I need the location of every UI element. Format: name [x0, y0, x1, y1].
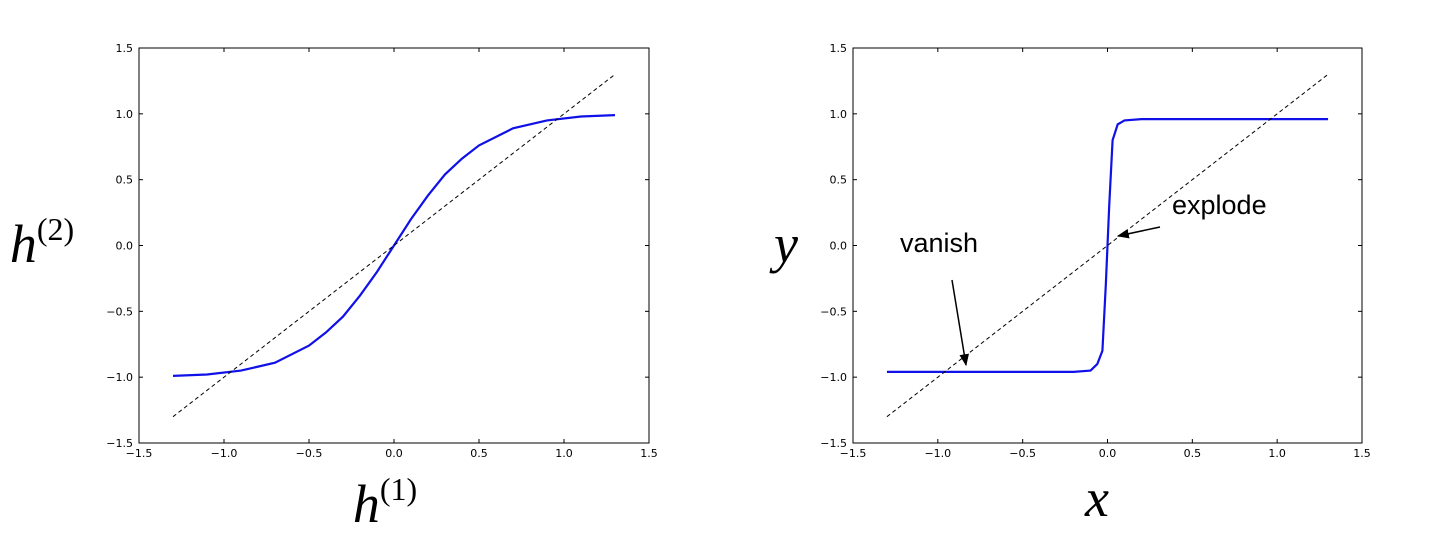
x-tick-label: −1.5 [840, 447, 867, 460]
x-axis-label-part: (1) [380, 471, 417, 507]
y-axis-label-part: h [10, 214, 37, 274]
y-axis-label-part: (2) [37, 211, 74, 247]
x-axis-label-part: h [353, 474, 380, 534]
x-axis-label: h(1) [353, 471, 417, 534]
x-tick-label: −0.5 [296, 447, 323, 460]
line-series [886, 118, 1329, 373]
y-tick-label: 1.5 [116, 42, 134, 55]
x-tick-label: 0.5 [470, 447, 488, 460]
x-tick-label: −1.5 [126, 447, 153, 460]
x-tick-label: −1.0 [924, 447, 951, 460]
y-tick-label: 0.0 [830, 240, 848, 253]
y-tick-label: 0.0 [116, 240, 134, 253]
y-tick-label: −1.0 [820, 371, 847, 384]
y-tick-label: 0.5 [830, 174, 848, 187]
y-tick-label: −1.0 [106, 371, 133, 384]
x-axis-label-part: x [1084, 468, 1109, 528]
y-tick-label: 0.5 [116, 174, 134, 187]
annotation: vanish [900, 228, 978, 258]
y-tick-label: 1.5 [830, 42, 848, 55]
x-tick-label: 0.5 [1184, 447, 1202, 460]
x-tick-label: 1.5 [1353, 447, 1371, 460]
y-axis-label: y [769, 214, 798, 274]
x-tick-label: 1.0 [1268, 447, 1286, 460]
x-tick-label: −0.5 [1009, 447, 1036, 460]
x-tick-label: 0.0 [385, 447, 403, 460]
line-series [172, 73, 616, 418]
annotation-arrow [951, 279, 969, 367]
y-axis-label: h(2) [10, 211, 74, 274]
x-tick-label: −1.0 [211, 447, 238, 460]
x-tick-label: 1.0 [555, 447, 573, 460]
annotation: explode [1172, 190, 1267, 220]
y-tick-label: −0.5 [106, 305, 133, 318]
annotation-arrow [1116, 226, 1161, 239]
y-tick-label: −0.5 [820, 305, 847, 318]
x-axis-label: x [1084, 468, 1109, 528]
x-tick-label: 1.5 [640, 447, 658, 460]
y-axis-label-part: y [769, 214, 798, 274]
y-tick-label: 1.0 [830, 108, 848, 121]
line-series [172, 114, 616, 377]
y-tick-label: −1.5 [820, 437, 847, 450]
y-tick-label: 1.0 [116, 108, 134, 121]
x-tick-label: 0.0 [1099, 447, 1117, 460]
y-tick-label: −1.5 [106, 437, 133, 450]
